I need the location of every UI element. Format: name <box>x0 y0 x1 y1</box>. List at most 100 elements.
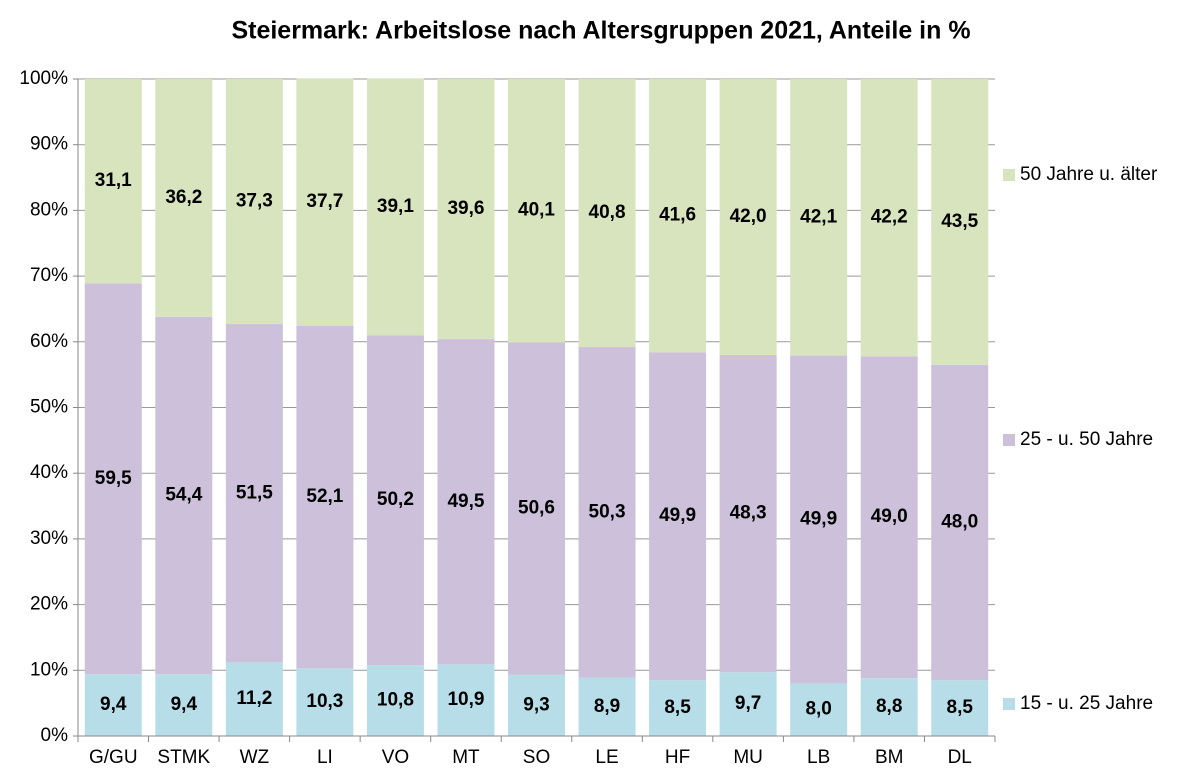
bar-segment <box>719 79 777 355</box>
y-tick-label: 90% <box>30 134 68 155</box>
x-tick-label: DL <box>948 747 972 768</box>
data-label: 9,7 <box>735 693 761 714</box>
bar-segment <box>790 355 848 684</box>
data-label: 49,5 <box>447 491 484 512</box>
bar-segment <box>84 283 142 675</box>
y-tick-label: 0% <box>41 725 69 746</box>
bar-segment <box>719 672 777 736</box>
data-label: 10,3 <box>306 691 343 712</box>
y-tick-label: 50% <box>30 397 68 418</box>
data-label: 50,6 <box>518 498 555 519</box>
x-tick-label: MT <box>452 747 480 768</box>
bar-segment <box>366 665 424 736</box>
x-tick-label: STMK <box>157 747 210 768</box>
bar-segment <box>84 674 142 736</box>
bar-segment <box>366 78 424 336</box>
data-label: 39,6 <box>447 198 484 219</box>
bar-segment <box>508 342 565 675</box>
data-label: 8,0 <box>805 699 831 720</box>
bar-segment <box>931 364 989 681</box>
data-label: 8,5 <box>947 697 974 718</box>
y-tick-label: 10% <box>30 659 68 680</box>
data-label: 31,1 <box>95 170 132 191</box>
y-tick-label: 60% <box>30 331 68 352</box>
legend-label: 50 Jahre u. älter <box>1020 164 1158 185</box>
data-label: 54,4 <box>165 485 202 506</box>
data-label: 50,2 <box>377 489 414 510</box>
data-label: 48,3 <box>730 503 767 524</box>
data-label: 50,3 <box>589 501 626 522</box>
data-label: 37,3 <box>236 191 273 212</box>
bar-segment <box>296 326 354 669</box>
bar-segment <box>860 356 918 679</box>
bar-segment <box>84 79 142 284</box>
bar-segment <box>155 316 213 675</box>
bar-segment <box>155 674 213 736</box>
bar-segment <box>790 683 848 736</box>
y-tick-label: 30% <box>30 528 68 549</box>
data-label: 49,9 <box>800 509 837 530</box>
bar-segment <box>437 79 495 340</box>
data-label: 39,1 <box>377 196 414 217</box>
bar-segment <box>790 79 848 356</box>
bar-segment <box>225 662 283 736</box>
legend-swatch <box>1003 434 1015 446</box>
bar-segment <box>860 79 918 357</box>
data-label: 36,2 <box>165 187 202 208</box>
data-label: 40,1 <box>518 200 555 221</box>
x-tick-label: MU <box>733 747 763 768</box>
bar-segment <box>649 680 707 736</box>
data-label: 41,6 <box>659 205 696 226</box>
legend-swatch <box>1003 169 1015 181</box>
x-tick-label: SO <box>523 747 550 768</box>
data-label: 9,4 <box>171 694 198 715</box>
legend-swatch <box>1003 698 1015 710</box>
bar-segment <box>155 79 213 317</box>
bar-segment <box>578 677 636 736</box>
bar-segment <box>508 674 565 736</box>
data-label: 8,9 <box>594 696 620 717</box>
bar-segment <box>437 339 495 665</box>
x-tick-label: WZ <box>240 747 270 768</box>
bar-segment <box>860 678 918 736</box>
y-tick-label: 100% <box>19 68 68 89</box>
bar-segment <box>296 78 354 327</box>
data-label: 10,9 <box>447 689 484 710</box>
bar-segment <box>225 324 283 663</box>
bar-segment <box>437 664 495 736</box>
x-tick-label: VO <box>382 747 409 768</box>
y-tick-label: 20% <box>30 594 68 615</box>
bar-segment <box>296 668 354 736</box>
legend-label: 25 - u. 50 Jahre <box>1020 429 1153 450</box>
legend-label: 15 - u. 25 Jahre <box>1020 693 1153 714</box>
bar-segment <box>931 680 989 736</box>
bar-segment <box>719 354 777 673</box>
data-label: 9,3 <box>523 694 549 715</box>
x-tick-label: BM <box>875 747 904 768</box>
data-label: 42,1 <box>800 206 837 227</box>
data-label: 40,8 <box>589 202 626 223</box>
bar-segment <box>649 79 707 353</box>
bar-segment <box>578 79 636 348</box>
bar-segment <box>578 347 636 678</box>
y-tick-label: 80% <box>30 199 68 220</box>
x-tick-label: LE <box>595 747 618 768</box>
data-label: 8,8 <box>876 696 902 717</box>
data-label: 49,0 <box>871 506 908 527</box>
data-label: 8,5 <box>664 697 691 718</box>
data-label: 43,5 <box>941 211 978 232</box>
x-tick-label: LI <box>317 747 333 768</box>
data-label: 42,2 <box>871 207 908 228</box>
data-label: 9,4 <box>100 694 127 715</box>
data-label: 42,0 <box>730 206 767 227</box>
x-tick-label: HF <box>665 747 690 768</box>
data-label: 51,5 <box>236 482 273 503</box>
y-tick-label: 40% <box>30 462 68 483</box>
data-label: 49,9 <box>659 505 696 526</box>
bar-segment <box>508 79 565 343</box>
y-tick-label: 70% <box>30 265 68 286</box>
bar-segment <box>649 352 707 681</box>
data-label: 59,5 <box>95 468 132 489</box>
data-label: 52,1 <box>306 486 343 507</box>
